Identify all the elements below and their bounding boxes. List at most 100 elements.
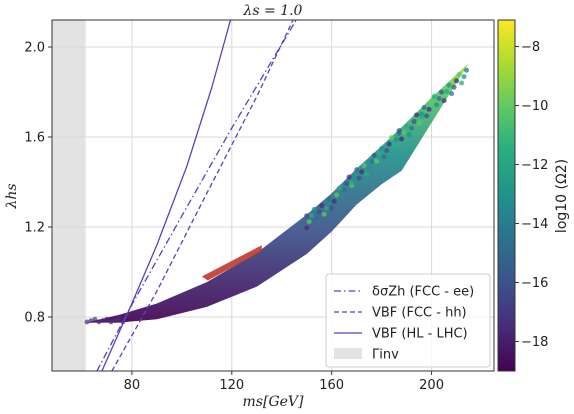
series-layer [96, 20, 297, 371]
scatter-point [394, 137, 400, 143]
scatter-point [384, 148, 390, 153]
scatter-point [381, 154, 387, 160]
scatter-point [414, 112, 420, 118]
scatter-band [85, 62, 469, 323]
scatter-point [374, 158, 380, 164]
scatter-point [108, 319, 114, 325]
y-tick-label: 0.8 [24, 311, 45, 326]
scatter-point [464, 67, 470, 73]
chart-title: λs = 1.0 [243, 3, 303, 19]
legend-box [325, 273, 491, 368]
excluded-region-layer [52, 20, 86, 371]
scatter-point [419, 111, 425, 117]
colorbar-ticks: −8 −10 −12 −14 −16 −18 [515, 40, 548, 350]
plot-frame [51, 19, 495, 372]
scatter-point [88, 318, 94, 323]
scatter-point [436, 96, 442, 102]
scatter-point [389, 135, 395, 141]
y-axis-ticks: 0.8 1.2 1.6 2.0 [24, 41, 52, 326]
scatter-point [311, 206, 317, 212]
scatter-point [454, 78, 460, 84]
scatter-point [416, 120, 422, 126]
scatter-point [376, 152, 382, 158]
scatter-point [371, 152, 377, 158]
scatter-band-layer [84, 62, 470, 325]
colorbar-tick-label: −12 [521, 158, 548, 173]
scatter-point [426, 106, 432, 112]
scatter-point [401, 130, 407, 136]
scatter-point [316, 209, 322, 215]
colorbar: −8 −10 −12 −14 −16 −18 log10 (Ω2) [497, 19, 570, 372]
scatter-point [369, 159, 375, 165]
x-axis-ticks: 80 120 160 200 [124, 371, 444, 393]
scatter-point [364, 171, 370, 177]
scatter-point [329, 205, 335, 211]
scatter-point [366, 165, 372, 171]
scatter-point [321, 211, 327, 217]
scatter-point [104, 316, 110, 322]
scatter-point [441, 98, 447, 104]
scatter-point [456, 72, 462, 78]
scatter-point [406, 132, 412, 138]
scatter-point [346, 174, 352, 180]
scatter-point [314, 215, 320, 221]
scatter-point [356, 175, 362, 181]
scatter-point [341, 187, 347, 193]
legend-label: Γinv [372, 348, 399, 363]
scatter-point [351, 173, 357, 179]
colorbar-tick-label: −10 [521, 99, 548, 114]
y-axis-label: λhs [4, 183, 20, 209]
colorbar-tick-label: −8 [521, 40, 540, 55]
scatter-point [354, 167, 360, 173]
scatter-point [451, 84, 457, 90]
legend-label: δσZh (FCC - ee) [372, 285, 474, 300]
scatter-point [439, 89, 445, 95]
scatter-point [361, 163, 367, 169]
scatter-point [100, 318, 106, 323]
scatter-point [379, 145, 385, 151]
scatter-point [304, 225, 310, 231]
scatter-point [344, 181, 350, 187]
scatter-point [459, 80, 465, 86]
scatter-point [404, 123, 410, 129]
scatter-point [411, 118, 417, 124]
scatter-point [446, 82, 452, 88]
scatter-point [396, 128, 402, 134]
scatter-point [336, 185, 342, 191]
y-tick-label: 1.6 [24, 131, 45, 146]
colorbar-gradient [497, 19, 516, 372]
series-line-1 [111, 20, 294, 371]
scatter-point [92, 316, 98, 322]
legend-swatch [334, 348, 362, 359]
scatter-point [386, 141, 392, 147]
scatter-point [409, 125, 415, 131]
scatter-point [431, 93, 437, 99]
scatter-point [449, 91, 455, 97]
scatter-point [112, 318, 118, 323]
scatter-point [304, 213, 310, 219]
series-line-0 [96, 20, 297, 371]
legend-label: VBF (HL - LHC) [372, 327, 468, 342]
scatter-point [359, 169, 365, 175]
scatter-point [424, 113, 430, 119]
scatter-point [421, 105, 427, 111]
colorbar-tick-label: −18 [521, 335, 548, 350]
colorbar-tick-label: −16 [521, 276, 548, 291]
scatter-point [461, 74, 467, 80]
x-axis-label: ms[GeV] [243, 394, 305, 410]
y-tick-label: 1.2 [24, 221, 45, 236]
scatter-point [399, 136, 405, 142]
scatter-point [84, 319, 90, 325]
colorbar-tick-label: −14 [521, 217, 548, 232]
scatter-point [309, 213, 315, 219]
high-density-region [201, 245, 262, 281]
scatter-point [391, 143, 397, 149]
legend: δσZh (FCC - ee) VBF (FCC - hh) VBF (HL - L… [325, 273, 491, 368]
x-tick-label: 80 [124, 378, 141, 393]
scatter-point [306, 219, 312, 225]
colorbar-label: log10 (Ω2) [554, 159, 570, 233]
scatter-point [429, 100, 435, 106]
scatter-point [324, 205, 330, 211]
x-tick-label: 160 [319, 378, 344, 393]
